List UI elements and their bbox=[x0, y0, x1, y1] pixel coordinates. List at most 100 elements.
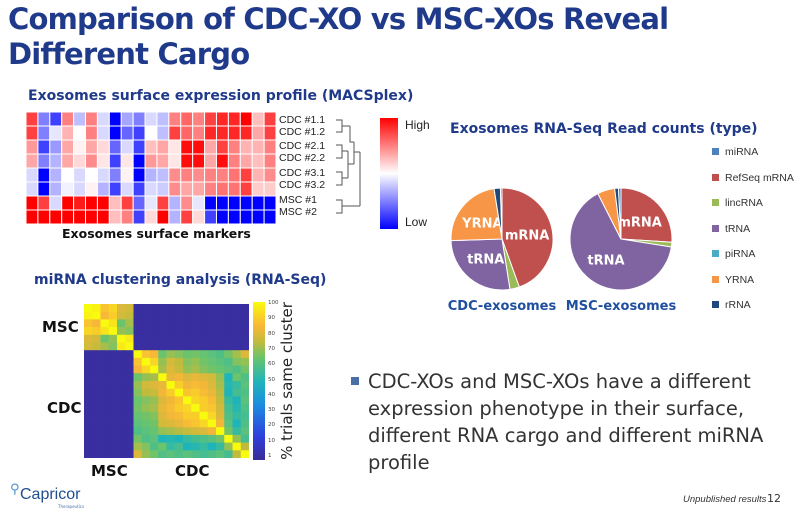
heatmap-cell bbox=[144, 195, 158, 211]
heatmap-cell bbox=[108, 396, 118, 405]
heatmap-cell bbox=[183, 357, 192, 367]
heatmap-cell bbox=[166, 365, 176, 374]
heatmap-cell bbox=[204, 125, 217, 141]
heatmap-cell bbox=[125, 311, 134, 320]
heatmap-cell bbox=[224, 327, 233, 336]
heatmap-cell bbox=[85, 125, 98, 141]
heatmap-cell bbox=[117, 427, 126, 436]
heatmap-cell bbox=[73, 209, 87, 224]
heatmap-cell bbox=[158, 357, 167, 367]
heatmap-cell bbox=[108, 153, 122, 169]
heatmap-cell bbox=[108, 125, 122, 141]
colorbar-tick: 1 bbox=[268, 453, 272, 459]
pie-slice bbox=[450, 188, 503, 242]
heatmap-cell bbox=[108, 327, 118, 336]
heatmap-cell bbox=[125, 304, 134, 313]
heatmap-cell bbox=[96, 195, 110, 211]
heatmap-cell bbox=[191, 342, 200, 351]
heatmap-cell bbox=[224, 442, 233, 451]
heatmap-cell bbox=[227, 112, 241, 127]
heatmap-cell bbox=[224, 388, 233, 397]
heatmap-cell bbox=[132, 153, 146, 169]
heatmap-cell bbox=[166, 396, 176, 405]
legend-swatch-icon bbox=[712, 301, 719, 308]
heatmap-cell bbox=[240, 350, 249, 359]
macsplex-colorbar bbox=[380, 118, 398, 229]
heatmap-cell bbox=[199, 365, 209, 374]
heatmap-cell bbox=[125, 427, 134, 436]
heatmap-cell bbox=[144, 153, 158, 169]
heatmap-cell bbox=[100, 373, 110, 382]
heatmap-cell bbox=[251, 153, 265, 169]
heatmap-cell bbox=[232, 419, 242, 428]
heatmap-cell bbox=[100, 396, 110, 405]
heatmap-cell bbox=[174, 327, 184, 336]
heatmap-cell bbox=[232, 381, 242, 390]
heatmap-cell bbox=[224, 350, 233, 359]
heatmap-cell bbox=[141, 373, 151, 382]
heatmap-cell bbox=[174, 434, 184, 444]
heatmap-cell bbox=[84, 365, 93, 374]
heatmap-cell bbox=[133, 319, 143, 328]
heatmap-cell bbox=[141, 388, 151, 397]
legend-swatch-icon bbox=[712, 148, 719, 155]
heatmap-cell bbox=[141, 304, 151, 313]
heatmap-cell bbox=[84, 442, 93, 451]
heatmap-cell bbox=[141, 319, 151, 328]
col-label-cdc: CDC bbox=[175, 462, 210, 480]
heatmap-cell bbox=[150, 404, 159, 413]
heatmap-cell bbox=[240, 342, 249, 351]
heatmap-cell bbox=[240, 365, 249, 374]
heatmap-cell bbox=[92, 388, 101, 397]
heatmap-cell bbox=[117, 381, 126, 390]
heatmap-cell bbox=[100, 442, 110, 451]
heatmap-cell bbox=[251, 112, 265, 127]
heatmap-cell bbox=[183, 427, 192, 436]
heatmap-cell bbox=[199, 388, 209, 397]
heatmap-cell bbox=[26, 125, 39, 141]
heatmap-cell bbox=[132, 181, 146, 197]
pie-slice bbox=[569, 192, 672, 291]
heatmap-cell bbox=[150, 365, 159, 374]
heatmap-cell bbox=[150, 304, 159, 313]
heatmap-cell bbox=[100, 327, 110, 336]
heatmap-cell bbox=[239, 112, 253, 127]
row-label-cdc: CDC bbox=[47, 399, 82, 417]
heatmap-cell bbox=[120, 209, 134, 224]
heatmap-cell bbox=[49, 209, 63, 224]
heatmap-cell bbox=[92, 442, 101, 451]
heatmap-cell bbox=[251, 167, 265, 183]
heatmap-cell bbox=[215, 209, 229, 224]
pie-slice bbox=[499, 187, 503, 240]
heatmap-cell bbox=[85, 167, 98, 183]
heatmap-cell bbox=[158, 304, 167, 313]
heatmap-cell bbox=[232, 311, 242, 320]
heatmap-cell bbox=[61, 167, 75, 183]
heatmap-cell bbox=[216, 427, 225, 436]
heatmap-cell bbox=[132, 125, 146, 141]
heatmap-cell bbox=[180, 181, 194, 197]
heatmap-cell bbox=[100, 311, 110, 320]
heatmap-cell bbox=[227, 195, 241, 211]
heatmap-cell bbox=[92, 434, 101, 444]
heatmap-cell bbox=[150, 357, 159, 367]
heatmap-cell bbox=[150, 450, 159, 458]
heatmap-cell bbox=[191, 404, 200, 413]
heatmap-cell bbox=[26, 112, 39, 127]
heatmap-cell bbox=[100, 334, 110, 343]
heatmap-cell bbox=[224, 450, 233, 458]
heatmap-cell bbox=[166, 450, 176, 458]
heatmap-cell bbox=[96, 209, 110, 224]
heatmap-cell bbox=[85, 195, 98, 211]
heatmap-cell bbox=[117, 419, 126, 428]
heatmap-cell bbox=[150, 419, 159, 428]
heatmap-cell bbox=[96, 139, 110, 155]
heatmap-cell bbox=[92, 319, 101, 328]
heatmap-cell bbox=[117, 327, 126, 336]
heatmap-cell bbox=[224, 427, 233, 436]
heatmap-cell bbox=[85, 209, 98, 224]
heatmap-cell bbox=[251, 195, 265, 211]
heatmap-cell bbox=[191, 450, 200, 458]
heatmap-cell bbox=[26, 167, 39, 183]
heatmap-cell bbox=[158, 419, 167, 428]
